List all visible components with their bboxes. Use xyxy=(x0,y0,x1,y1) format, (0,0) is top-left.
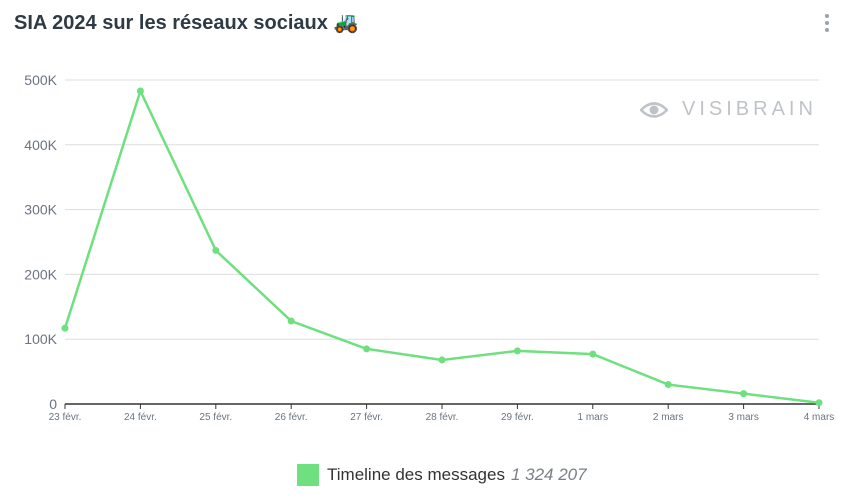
y-tick-label: 400K xyxy=(24,137,57,153)
x-tick-label: 1 mars xyxy=(578,412,609,423)
x-tick-label: 25 févr. xyxy=(199,412,232,423)
x-tick-label: 2 mars xyxy=(653,412,684,423)
data-point[interactable] xyxy=(513,347,521,355)
data-point[interactable] xyxy=(363,345,371,353)
legend-item[interactable]: Timeline des messages 1 324 207 xyxy=(297,464,587,486)
y-tick-label: 0 xyxy=(49,396,57,412)
x-tick-label: 29 févr. xyxy=(501,412,534,423)
chart-title: SIA 2024 sur les réseaux sociaux 🚜 xyxy=(14,10,358,35)
grid-lines xyxy=(65,79,819,405)
x-tick-label: 3 mars xyxy=(728,412,759,423)
legend-total: 1 324 207 xyxy=(510,465,587,484)
x-axis-ticks: 23 févr. 24 févr. 25 févr. 26 févr. 27 févr.… xyxy=(49,404,835,423)
x-tick-label: 26 févr. xyxy=(275,412,308,423)
y-tick-label: 500K xyxy=(24,72,57,88)
data-point[interactable] xyxy=(212,246,220,254)
tractor-icon: 🚜 xyxy=(333,10,359,34)
x-tick-label: 4 mars xyxy=(804,412,835,423)
title-text: SIA 2024 sur les réseaux sociaux xyxy=(14,12,328,34)
data-point[interactable] xyxy=(664,381,672,389)
y-tick-label: 200K xyxy=(24,266,57,282)
x-tick-label: 27 févr. xyxy=(350,412,383,423)
data-point[interactable] xyxy=(136,87,144,95)
data-point[interactable] xyxy=(740,390,748,398)
data-point[interactable] xyxy=(589,350,597,358)
data-point[interactable] xyxy=(61,324,69,332)
x-tick-label: 24 févr. xyxy=(124,412,157,423)
series-points xyxy=(61,87,823,407)
watermark: VISIBRAIN xyxy=(640,98,817,121)
data-point[interactable] xyxy=(438,356,446,364)
legend-swatch xyxy=(297,464,319,486)
y-axis-ticks: 0 100K 200K 300K 400K 500K xyxy=(24,72,57,412)
data-point[interactable] xyxy=(815,399,823,407)
legend-series-name: Timeline des messages xyxy=(327,465,505,484)
eye-icon xyxy=(640,101,668,118)
y-tick-label: 300K xyxy=(24,202,57,218)
x-tick-label: 23 févr. xyxy=(49,412,82,423)
data-point[interactable] xyxy=(287,317,295,325)
watermark-text: VISIBRAIN xyxy=(682,98,817,120)
x-tick-label: 28 févr. xyxy=(426,412,459,423)
series-line xyxy=(63,87,820,404)
y-tick-label: 100K xyxy=(24,331,57,347)
vertical-ellipsis-icon[interactable] xyxy=(822,14,832,34)
